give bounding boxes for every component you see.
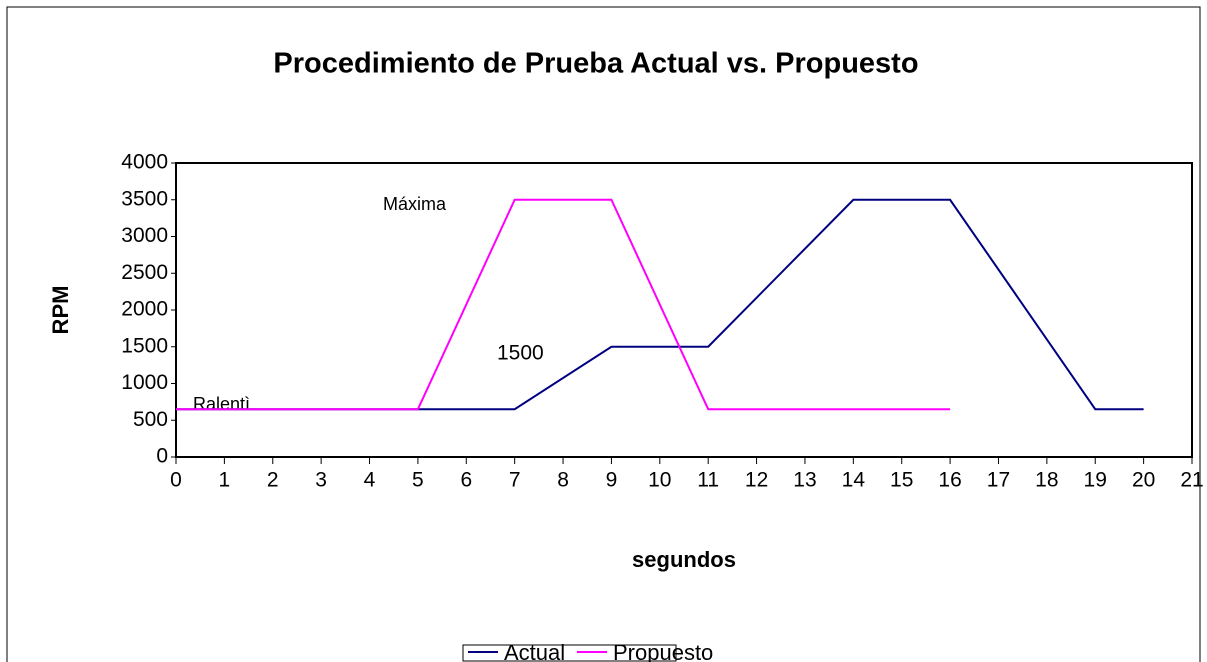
x-tick-label: 0 (170, 469, 182, 492)
series-line (176, 198, 951, 411)
x-tick-label: 9 (606, 469, 618, 492)
x-tick-label: 8 (557, 469, 569, 492)
chart-border (6, 6, 1201, 662)
y-tick-label: 1500 (121, 334, 168, 357)
x-tick-label: 13 (793, 469, 816, 492)
annotation: 1500 (497, 342, 544, 365)
y-tick-label: 500 (133, 408, 168, 431)
y-axis-label: RPM (48, 286, 73, 335)
x-tick-label: 14 (842, 469, 866, 492)
x-tick-label: 2 (267, 469, 279, 492)
x-axis-label: segundos (632, 547, 736, 572)
y-tick-label: 3000 (121, 224, 168, 247)
x-tick-label: 12 (745, 469, 768, 492)
x-tick-label: 5 (412, 469, 424, 492)
x-tick-label: 3 (315, 469, 327, 492)
x-tick-label: 16 (938, 469, 961, 492)
annotation: Máxima (383, 194, 447, 214)
x-tick-label: 7 (509, 469, 521, 492)
y-tick-label: 1000 (121, 371, 168, 394)
x-tick-label: 11 (697, 469, 719, 492)
legend-label: Actual (504, 640, 565, 662)
y-tick-label: 2500 (121, 261, 168, 284)
x-tick-label: 6 (460, 469, 472, 492)
legend-label: Propuesto (613, 640, 713, 662)
x-tick-label: 17 (987, 469, 1010, 492)
y-tick-label: 3500 (121, 187, 168, 210)
x-tick-label: 10 (648, 469, 671, 492)
y-tick-label: 0 (156, 445, 168, 468)
legend-box (462, 644, 677, 662)
annotation: Ralentì (193, 394, 250, 414)
x-tick-label: 15 (890, 469, 913, 492)
x-tick-label: 1 (219, 469, 231, 492)
y-tick-label: 2000 (121, 298, 168, 321)
series-line (176, 198, 1144, 411)
x-tick-label: 20 (1132, 469, 1155, 492)
x-tick-label: 18 (1035, 469, 1058, 492)
x-tick-label: 21 (1180, 469, 1203, 492)
y-tick-label: 4000 (121, 151, 168, 174)
x-tick-label: 19 (1084, 469, 1107, 492)
x-tick-label: 4 (364, 469, 376, 492)
chart-title: Procedimiento de Prueba Actual vs. Propu… (273, 48, 918, 80)
